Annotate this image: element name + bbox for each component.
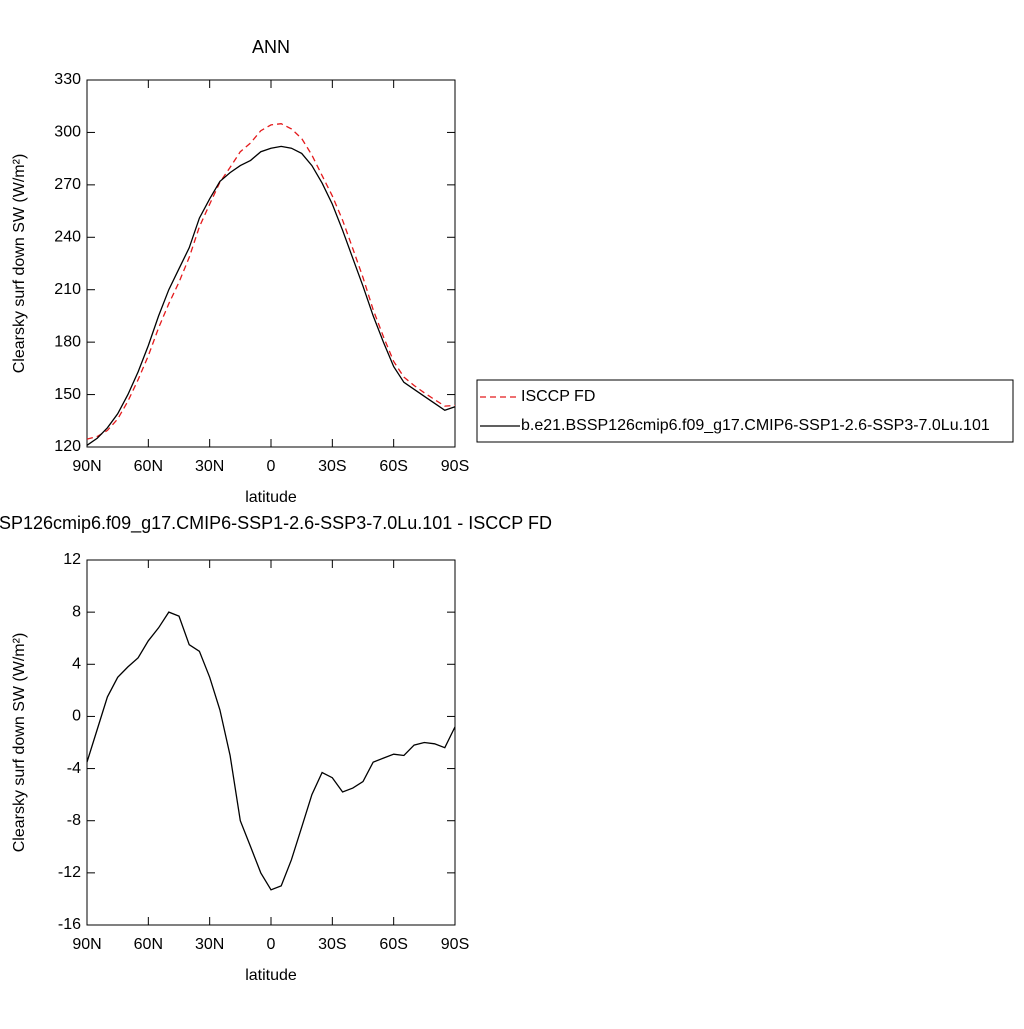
y-tick-label: 150 [54, 386, 81, 403]
x-tick-label: 60N [134, 458, 163, 475]
series-line [86, 123, 456, 440]
y-tick-label: 330 [54, 71, 81, 88]
x-tick-label: 60S [379, 458, 407, 475]
y-tick-label: 180 [54, 333, 81, 350]
x-tick-label: 90N [72, 936, 101, 953]
x-tick-label: 0 [267, 936, 276, 953]
y-tick-label: 12 [63, 551, 81, 568]
x-axis-label: latitude [245, 967, 297, 984]
x-tick-label: 30N [195, 458, 224, 475]
x-tick-label: 30S [318, 936, 346, 953]
y-tick-label: 300 [54, 124, 81, 141]
chart-title: ANN [252, 37, 290, 57]
plot-frame [86, 79, 456, 448]
y-axis-label: Clearsky surf down SW (W/m²) [11, 154, 28, 374]
x-axis-label: latitude [245, 489, 297, 506]
x-tick-label: 60S [379, 936, 407, 953]
y-tick-label: 210 [54, 281, 81, 298]
y-tick-label: -8 [67, 812, 81, 829]
y-tick-label: 120 [54, 438, 81, 455]
x-tick-label: 90N [72, 458, 101, 475]
y-tick-label: 8 [72, 603, 81, 620]
y-tick-label: 270 [54, 176, 81, 193]
y-axis-label: Clearsky surf down SW (W/m²) [11, 633, 28, 853]
x-tick-label: 90S [441, 936, 469, 953]
y-tick-label: 0 [72, 708, 81, 725]
y-tick-label: 240 [54, 229, 81, 246]
series-line [86, 145, 456, 446]
y-tick-label: 4 [72, 656, 81, 673]
x-tick-label: 90S [441, 458, 469, 475]
x-tick-label: 30S [318, 458, 346, 475]
plot-frame [86, 559, 456, 926]
x-tick-label: 30N [195, 936, 224, 953]
legend-label: b.e21.BSSP126cmip6.f09_g17.CMIP6-SSP1-2.… [521, 417, 990, 434]
chart-title: SP126cmip6.f09_g17.CMIP6-SSP1-2.6-SSP3-7… [0, 513, 552, 534]
y-tick-label: -16 [58, 916, 81, 933]
x-tick-label: 60N [134, 936, 163, 953]
x-tick-label: 0 [267, 458, 276, 475]
y-tick-label: -4 [67, 760, 81, 777]
series-line [86, 611, 456, 891]
legend-label: ISCCP FD [521, 388, 595, 405]
y-tick-label: -12 [58, 864, 81, 881]
legend-box [476, 379, 1014, 443]
